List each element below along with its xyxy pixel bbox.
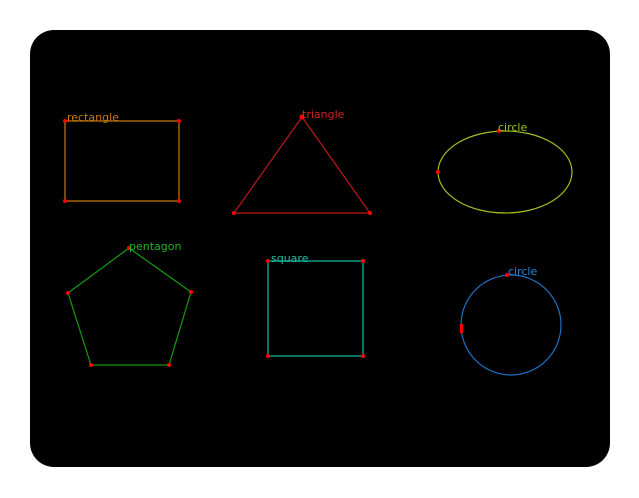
pentagon-vertex — [167, 363, 171, 367]
rectangle-vertex — [177, 119, 181, 123]
triangle-shape: triangle — [232, 108, 372, 215]
shapes-canvas: rectangle triangle circle pentagon — [63, 108, 573, 376]
circle-outline — [460, 274, 562, 376]
rectangle-label: rectangle — [67, 111, 119, 124]
circle-vertex-cluster — [460, 324, 463, 333]
circle-shape: circle — [460, 265, 562, 376]
square-label: square — [271, 252, 309, 265]
pentagon-label: pentagon — [129, 240, 181, 253]
image-canvas: rectangle triangle circle pentagon — [30, 30, 610, 467]
square-vertex — [266, 354, 270, 358]
ellipse-vertex — [497, 129, 501, 133]
pentagon-shape: pentagon — [66, 240, 193, 367]
triangle-vertex — [368, 211, 372, 215]
square-shape: square — [266, 252, 365, 358]
rectangle-outline — [64, 120, 180, 202]
pentagon-vertex — [189, 290, 193, 294]
ellipse-label: circle — [498, 121, 527, 134]
circle-label: circle — [508, 265, 537, 278]
pentagon-vertex — [127, 246, 131, 250]
square-vertex — [361, 354, 365, 358]
triangle-outline — [232, 115, 372, 214]
ellipse-vertex — [436, 170, 440, 174]
pentagon-vertex — [89, 363, 93, 367]
rectangle-vertex — [177, 199, 181, 203]
triangle-vertex — [232, 211, 236, 215]
ellipse-outline — [437, 130, 573, 214]
ellipse-shape: circle — [436, 121, 573, 214]
rectangle-vertex — [63, 119, 67, 123]
square-outline — [267, 260, 364, 357]
pentagon-vertex — [66, 291, 70, 295]
rectangle-shape: rectangle — [63, 111, 181, 203]
square-vertex — [266, 259, 270, 263]
rectangle-vertex — [63, 199, 67, 203]
square-vertex — [361, 259, 365, 263]
pentagon-outline — [67, 247, 192, 366]
triangle-label: triangle — [302, 108, 345, 121]
triangle-vertex — [299, 114, 305, 120]
circle-vertex — [505, 273, 509, 277]
